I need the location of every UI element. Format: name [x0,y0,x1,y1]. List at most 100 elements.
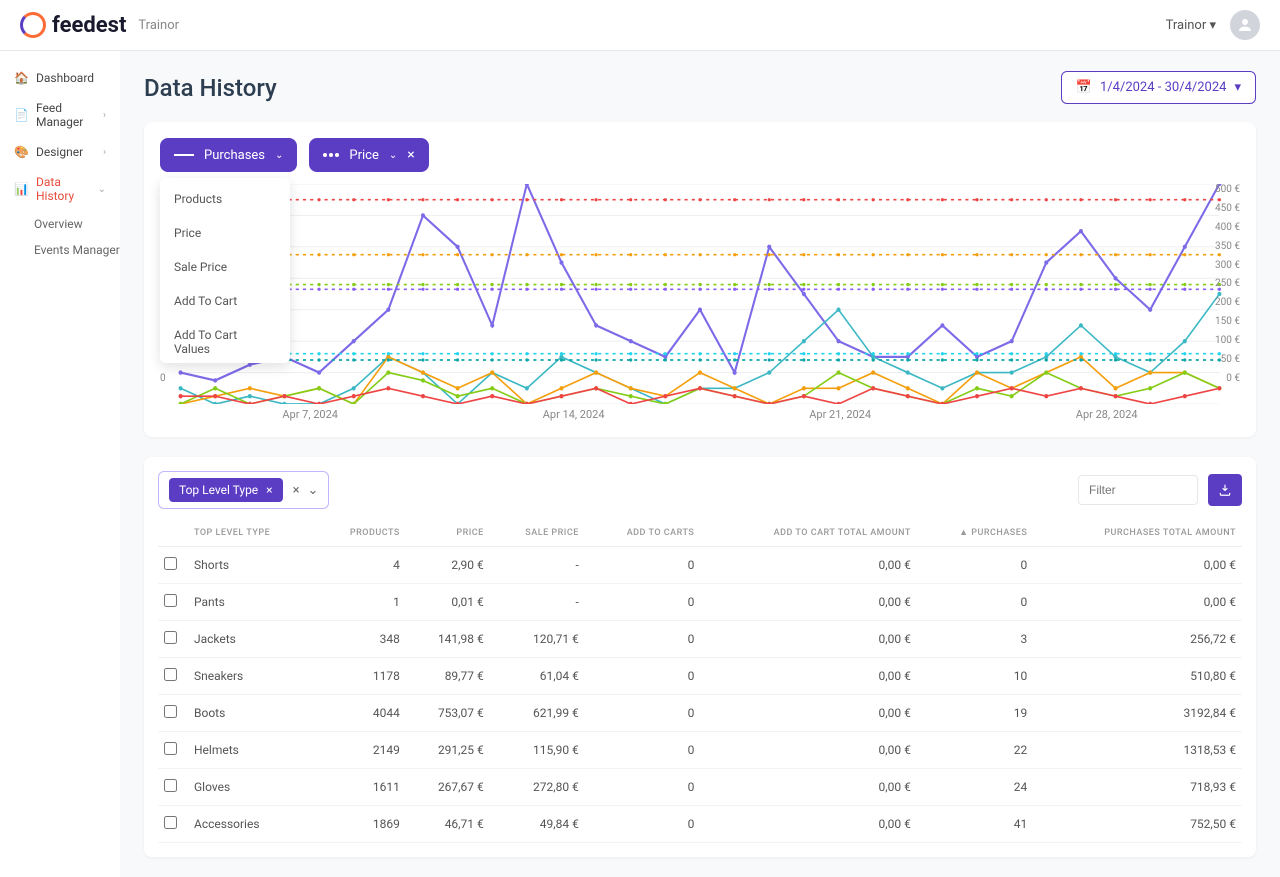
cell: Helmets [188,732,316,769]
user-icon [1236,16,1254,34]
row-checkbox[interactable] [164,668,177,681]
table-row: Boots4044753,07 €621,99 €00,00 €193192,8… [158,695,1242,732]
cell: 1 [316,584,406,621]
col-purchases-total-amount[interactable]: PURCHASES TOTAL AMOUNT [1033,519,1242,547]
cell: 0,00 € [700,584,917,621]
cell: 753,07 € [406,695,490,732]
palette-icon: 🎨 [14,145,28,159]
table-head: Top Level Type × × ⌄ [158,471,1242,509]
chart-svg [160,184,1240,404]
grouping-chip-box[interactable]: Top Level Type × × ⌄ [158,471,329,509]
avatar[interactable] [1230,10,1260,40]
table-row: Sneakers117889,77 €61,04 €00,00 €10510,8… [158,658,1242,695]
dropdown-item-price[interactable]: Price [160,216,290,250]
col-top-level-type[interactable]: TOP LEVEL TYPE [188,519,316,547]
table-row: Pants10,01 €-00,00 €00,00 € [158,584,1242,621]
table-row: Accessories186946,71 €49,84 €00,00 €4175… [158,806,1242,843]
cell: 0 [917,547,1033,584]
cell: 0 [585,769,701,806]
cell: - [490,584,585,621]
row-checkbox[interactable] [164,816,177,829]
clear-all-icon[interactable]: × [293,483,300,498]
cell: Shorts [188,547,316,584]
table-head-right [1078,474,1242,506]
x-tick: Apr 28, 2024 [1076,408,1138,421]
col-add-to-carts[interactable]: ADD TO CARTS [585,519,701,547]
col-sale-price[interactable]: SALE PRICE [490,519,585,547]
col-products[interactable]: PRODUCTS [316,519,406,547]
date-range-text: 1/4/2024 - 30/4/2024 [1100,80,1226,95]
chevron-icon: › [103,147,106,158]
metric-dropdown[interactable]: ProductsPriceSale PriceAdd To CartAdd To… [160,178,290,363]
x-axis-labels: Apr 7, 2024Apr 14, 2024Apr 21, 2024Apr 2… [160,408,1240,421]
cell: 1611 [316,769,406,806]
logo-text: feedest [52,13,126,38]
cell: 10 [917,658,1033,695]
row-checkbox[interactable] [164,631,177,644]
workspace-name: Trainor [138,18,179,33]
chip-remove-icon[interactable]: × [266,483,272,497]
logo[interactable]: feedest [20,12,126,38]
header-left: feedest Trainor [20,12,179,38]
sidebar-item-data-history[interactable]: 📊Data History⌄ [0,167,120,211]
row-checkbox[interactable] [164,557,177,570]
cell: 0 [585,695,701,732]
grouping-chip[interactable]: Top Level Type × [169,478,283,502]
x-tick: Apr 14, 2024 [543,408,605,421]
col-price[interactable]: PRICE [406,519,490,547]
date-range-picker[interactable]: 📅 1/4/2024 - 30/4/2024 ▾ [1061,71,1256,104]
table-filter-input[interactable] [1078,475,1198,505]
cell: 61,04 € [490,658,585,695]
cell: 120,71 € [490,621,585,658]
metric-pill-price[interactable]: Price ⌄ × [309,138,428,172]
metric-pill-purchases[interactable]: Purchases⌄ [160,138,297,172]
table-card: Top Level Type × × ⌄ TOP LEVEL TYPEP [144,457,1256,857]
cell: 1178 [316,658,406,695]
cell: Sneakers [188,658,316,695]
cell: 115,90 € [490,732,585,769]
download-button[interactable] [1208,474,1242,506]
row-checkbox[interactable] [164,705,177,718]
cell: 0 [585,658,701,695]
cell: 0 [585,806,701,843]
dropdown-item-sale-price[interactable]: Sale Price [160,250,290,284]
dropdown-item-add-to-cart-values[interactable]: Add To Cart Values [160,318,290,363]
sidebar-item-dashboard[interactable]: 🏠Dashboard [0,63,120,93]
cell: 256,72 € [1033,621,1242,658]
cell: 49,84 € [490,806,585,843]
chevron-icon: › [103,110,106,121]
sidebar-sub-events-manager[interactable]: Events Manager [0,237,120,263]
cell: 272,80 € [490,769,585,806]
chart-card: Purchases⌄ProductsPriceSale PriceAdd To … [144,122,1256,437]
sidebar-item-designer[interactable]: 🎨 Designer › [0,137,120,167]
chevron-down-icon[interactable]: ⌄ [275,150,283,161]
sidebar-sub-overview[interactable]: Overview [0,211,120,237]
page-title: Data History [144,74,277,102]
header-right: Trainor ▾ [1166,10,1260,40]
row-checkbox[interactable] [164,594,177,607]
col-add-to-cart-total-amount[interactable]: ADD TO CART TOTAL AMOUNT [700,519,917,547]
row-checkbox[interactable] [164,742,177,755]
cell: Jackets [188,621,316,658]
pie-icon: 📊 [14,182,28,196]
cell: 0,00 € [700,732,917,769]
table-row: Gloves1611267,67 €272,80 €00,00 €24718,9… [158,769,1242,806]
cell: 46,71 € [406,806,490,843]
cell: Pants [188,584,316,621]
dots-style-icon [323,153,339,157]
chevron-down-icon[interactable]: ⌄ [389,150,397,161]
dropdown-item-products[interactable]: Products [160,182,290,216]
row-checkbox[interactable] [164,779,177,792]
cell: 0,00 € [700,806,917,843]
user-menu[interactable]: Trainor ▾ [1166,18,1216,33]
chevron-down-icon[interactable]: ⌄ [308,483,319,498]
sidebar-item-feed-manager[interactable]: 📄Feed Manager› [0,93,120,137]
pill-label: Price [349,148,378,163]
cell: 41 [917,806,1033,843]
col-purchases[interactable]: ▲ PURCHASES [917,519,1033,547]
sidebar-item-label: Designer [36,145,83,159]
close-icon[interactable]: × [407,147,414,163]
data-table: TOP LEVEL TYPEPRODUCTSPRICESALE PRICEADD… [158,519,1242,843]
dropdown-item-add-to-cart[interactable]: Add To Cart [160,284,290,318]
sidebar-item-label: Data History [36,175,90,203]
